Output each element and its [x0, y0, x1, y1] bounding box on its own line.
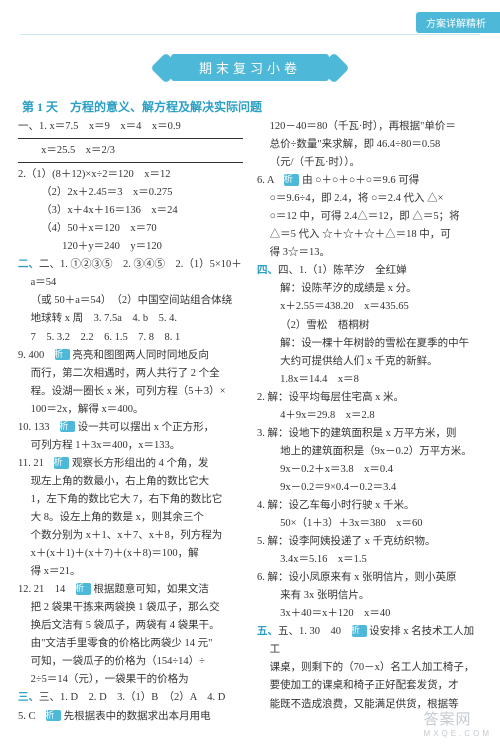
line: 1.8x＝14.4 x＝8	[257, 371, 482, 389]
line: 一、1. x＝7.5 x＝9 x＝4 x＝0.9	[18, 118, 243, 136]
line: 5. 解：设李阿姨投递了 x 千克纺织物。	[257, 533, 482, 551]
line: 100＝2x，解得 x＝400。	[18, 401, 243, 419]
header-rule	[20, 34, 480, 35]
line: 可知，一袋瓜子的价格为（154÷14）÷	[18, 653, 243, 671]
txt: 先根据表中的数据求出本月用电	[61, 711, 211, 722]
section-mark: 四、	[257, 265, 278, 276]
line: 3x＋40＝x＋120 x＝40	[257, 605, 482, 623]
line: 大约可提供给人们 x 千克的新鲜。	[257, 353, 482, 371]
txt: 由 ○＋○＋○＋○＝9.6 可得	[299, 175, 419, 186]
line: 二、二、1. ①②③⑤ 2. ③④⑤ 2.（1）5×10＋a＝54	[18, 256, 243, 292]
line: 4. 解：设乙车每小时行驶 x 千米。	[257, 497, 482, 515]
line: 6. 解：设小凤原来有 x 张明信片，则小英原	[257, 569, 482, 587]
line: 9x－0.2＋x＝3.8 x＝0.4	[257, 461, 482, 479]
line: 120－40＝80（千瓦·时），再根据"单价＝	[257, 118, 482, 136]
line: 可列方程 1＋3x＝400，x＝133。	[18, 437, 243, 455]
line: x＝25.5 x＝2/3	[18, 142, 243, 160]
work-rule	[18, 162, 243, 163]
hint-badge: 解析	[352, 625, 367, 637]
hint-badge: 解析	[55, 349, 70, 361]
line: x＋2.55＝438.20 x＝435.65	[257, 298, 482, 316]
content-columns: 一、1. x＝7.5 x＝9 x＝4 x＝0.9 x＝25.5 x＝2/3 2.…	[18, 118, 482, 728]
line: ○＝9.6÷4，即 2.4，将 ○＝2.4 代入 △×	[257, 190, 482, 208]
work-rule	[18, 138, 243, 139]
line: 2.（1）(8＋12)×x÷2＝120 x＝12	[18, 166, 243, 184]
title-banner: 期末复习小卷	[161, 54, 339, 81]
hint-badge: 解析	[46, 710, 61, 722]
line: 9. 400 解析 亮亮和图图两人同时同地反向	[18, 347, 243, 365]
section-mark: 二、	[18, 259, 39, 270]
line: 三、三、1. D 2. D 3.（1）B （2）A 4. D	[18, 689, 243, 707]
txt: 四、1.（1）陈芊汐 全红婵	[278, 265, 407, 276]
line: 把 2 袋果干拣来两袋换 1 袋瓜子，那么交	[18, 599, 243, 617]
line: 程。设湖一圈长 x 米，可列方程（5＋3）×	[18, 383, 243, 401]
line: 2. 解：设平均每层住宅高 x 米。	[257, 389, 482, 407]
txt: 根据题意可知，如果文洁	[91, 584, 209, 595]
line: 四、四、1.（1）陈芊汐 全红婵	[257, 262, 482, 280]
line: 得 x＝21。	[18, 563, 243, 581]
line: 得 3☆＝13。	[257, 244, 482, 262]
line: （元/（千瓦·时））。	[257, 154, 482, 172]
line: 来有 3x 张明信片。	[257, 587, 482, 605]
header-tab: 方案详解精析	[416, 12, 500, 33]
line: 4＋9x＝29.8 x＝2.8	[257, 407, 482, 425]
txt: 五、1. 30 40	[278, 626, 352, 637]
line: 2÷5＝14（元），一袋果干的价格为	[18, 671, 243, 689]
line: △＝5 代入 ☆＋☆＋☆＋△＝18 中，可	[257, 226, 482, 244]
line: 地球转 x 周 3. 7.5a 4. b 5. 4.	[18, 310, 243, 328]
line: 大 8。设左上角的数是 x，则其余三个	[18, 509, 243, 527]
line: ○＝12 中，可得 2.4△＝12，即 △＝5；将	[257, 208, 482, 226]
day-title: 第 1 天 方程的意义、解方程及解决实际问题	[22, 98, 262, 115]
line: 6. A 解析 由 ○＋○＋○＋○＝9.6 可得	[257, 172, 482, 190]
line: 7 5. 3.2 2.2 6. 1.5 7. 8 8. 1	[18, 329, 243, 347]
line: 11. 21 解析 观察长方形组出的 4 个角，发	[18, 455, 243, 473]
line: 3. 解：设地下的建筑面积是 x 万平方米，则	[257, 425, 482, 443]
line: 课桌，则剩下的（70－x）名工人加工椅子，	[257, 659, 482, 677]
line: 由"文洁手里零食的价格比两袋少 14 元"	[18, 635, 243, 653]
line: 地上的建筑面积是（9x－0.2）万平方米。	[257, 443, 482, 461]
line: 换后文洁有 5 袋瓜子，两袋有 4 袋果干。	[18, 617, 243, 635]
line: 而行，第二次相遇时，两人共行了 2 个全	[18, 365, 243, 383]
line: 120＋y＝240 y＝120	[18, 238, 243, 256]
line: 五、五、1. 30 40 解析 设安排 x 名技术工人加工	[257, 623, 482, 659]
line: 1，左下角的数比它大 7，右下角的数比它	[18, 491, 243, 509]
line: （或 50＋a＝54） （2）中国空间站组合体绕	[18, 292, 243, 310]
hint-badge: 解析	[76, 583, 91, 595]
banner-text: 期末复习小卷	[171, 54, 329, 81]
watermark-sub: MXQE.COM	[424, 729, 492, 738]
txt: 三、1. D 2. D 3.（1）B （2）A 4. D	[39, 692, 225, 703]
line: 总价÷数量"来求解，即 46.4÷80＝0.58	[257, 136, 482, 154]
line: 5. C 解析 先根据表中的数据求出本月用电	[18, 708, 243, 726]
line: 10. 133 解析 设一共可以摆出 x 个正方形，	[18, 419, 243, 437]
line: x＋(x＋1)＋(x＋7)＋(x＋8)＝100，解	[18, 545, 243, 563]
line: 9x－0.2＝9×0.4－0.2＝3.4	[257, 479, 482, 497]
hint-badge: 解析	[60, 421, 75, 433]
txt: 观察长方形组出的 4 个角，发	[69, 458, 208, 469]
watermark: 答案网MXQE.COM	[424, 708, 492, 738]
line: 12. 21 14 解析 根据题意可知，如果文洁	[18, 581, 243, 599]
txt: 设一共可以摆出 x 个正方形，	[75, 422, 214, 433]
txt: 亮亮和图图两人同时同地反向	[70, 350, 209, 361]
line: 解：设一棵十年树龄的雪松在夏季的中午	[257, 335, 482, 353]
line: 解：设陈芊汐的成绩是 x 分。	[257, 280, 482, 298]
line: 要使加工的课桌和椅子正好配套发货，才	[257, 677, 482, 695]
hint-badge: 解析	[284, 174, 299, 186]
line: （4）50＋x＝120 x＝70	[18, 220, 243, 238]
line: （2）雪松 梧桐树	[257, 317, 482, 335]
section-mark: 三、	[18, 692, 39, 703]
hint-badge: 解析	[54, 457, 69, 469]
txt: 二、1. ①②③⑤ 2. ③④⑤ 2.（1）5×10＋a＝54	[31, 259, 242, 288]
line: 个数分别为 x＋1、x＋7、x＋8，列方程为	[18, 527, 243, 545]
line: （2）2x＋2.45＝3 x＝0.275	[18, 184, 243, 202]
section-mark: 五、	[257, 626, 278, 637]
line: 现左上角的数最小，右上角的数比它大	[18, 473, 243, 491]
line: （3）x＋4x＋16＝136 x＝24	[18, 202, 243, 220]
line: 3.4x＝5.16 x＝1.5	[257, 551, 482, 569]
line: 50×（1＋3）＋3x＝380 x＝60	[257, 515, 482, 533]
